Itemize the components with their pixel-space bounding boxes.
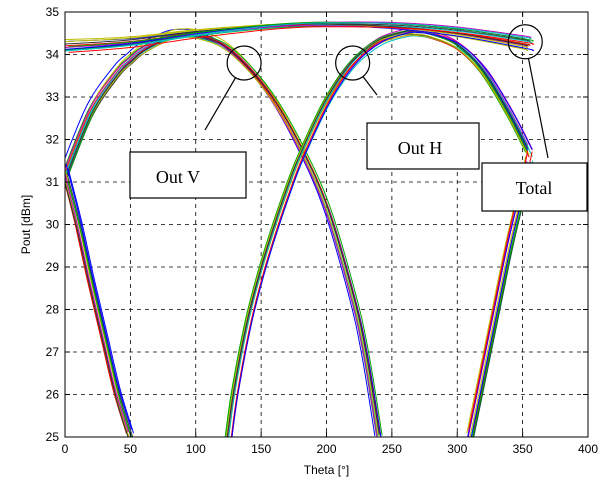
annotation-leader <box>362 76 378 96</box>
x-tick-label: 400 <box>578 442 598 456</box>
annotation-leader <box>527 58 549 159</box>
annotation-label: Out V <box>156 167 200 187</box>
x-axis-title: Theta [°] <box>304 463 350 477</box>
y-tick-label: 28 <box>46 303 60 317</box>
x-tick-label: 200 <box>316 442 336 456</box>
annotation-box <box>129 151 247 199</box>
series-line <box>67 182 132 437</box>
series-2 <box>65 163 135 437</box>
annotation-circle <box>507 24 543 60</box>
y-tick-label: 34 <box>46 48 60 62</box>
y-tick-label: 26 <box>46 388 60 402</box>
y-tick-label: 29 <box>46 260 60 274</box>
series-line <box>68 26 535 53</box>
annotation-box <box>366 122 480 170</box>
series-line <box>65 36 379 436</box>
annotation-circle <box>226 45 262 81</box>
y-tick-label: 35 <box>46 5 60 19</box>
y-tick-label: 27 <box>46 345 60 359</box>
series-line <box>226 30 529 437</box>
series-line <box>65 182 129 437</box>
annotation-circle <box>335 45 371 81</box>
series-line <box>65 23 529 47</box>
series-line <box>67 168 135 434</box>
x-tick-label: 350 <box>513 442 533 456</box>
annotation-label: Out H <box>398 138 443 158</box>
annotation-label: Total <box>516 178 553 198</box>
y-tick-label: 30 <box>46 218 60 232</box>
series-line <box>65 181 127 434</box>
series-line <box>67 177 134 437</box>
series-line <box>65 34 380 434</box>
x-tick-label: 0 <box>62 442 69 456</box>
series-line <box>66 24 533 52</box>
y-tick-label: 33 <box>46 90 60 104</box>
series-1 <box>224 28 534 437</box>
series-line <box>65 173 129 433</box>
series-line <box>65 22 532 52</box>
x-tick-label: 50 <box>124 442 138 456</box>
series-4 <box>65 21 535 53</box>
x-tick-label: 150 <box>251 442 271 456</box>
series-line <box>65 163 132 430</box>
x-tick-label: 250 <box>382 442 402 456</box>
x-tick-label: 300 <box>447 442 467 456</box>
annotation-box <box>481 162 588 212</box>
y-axis-title: Pout [dBm] <box>19 195 33 254</box>
y-tick-label: 32 <box>46 133 60 147</box>
series-0 <box>65 28 383 437</box>
tick-layer: 0 50 100 150 200 250 300 350 400 25 26 27 28 29 30 31 32… <box>46 5 599 456</box>
series-line <box>68 21 534 48</box>
y-tick-label: 25 <box>46 430 60 444</box>
annotation-layer: Out V Out H Total <box>129 24 588 212</box>
series-line <box>225 30 528 435</box>
y-tick-label: 31 <box>46 175 60 189</box>
annotation-leader <box>204 77 237 131</box>
series-line <box>231 31 533 437</box>
x-tick-label: 100 <box>186 442 206 456</box>
series-line <box>65 28 376 437</box>
